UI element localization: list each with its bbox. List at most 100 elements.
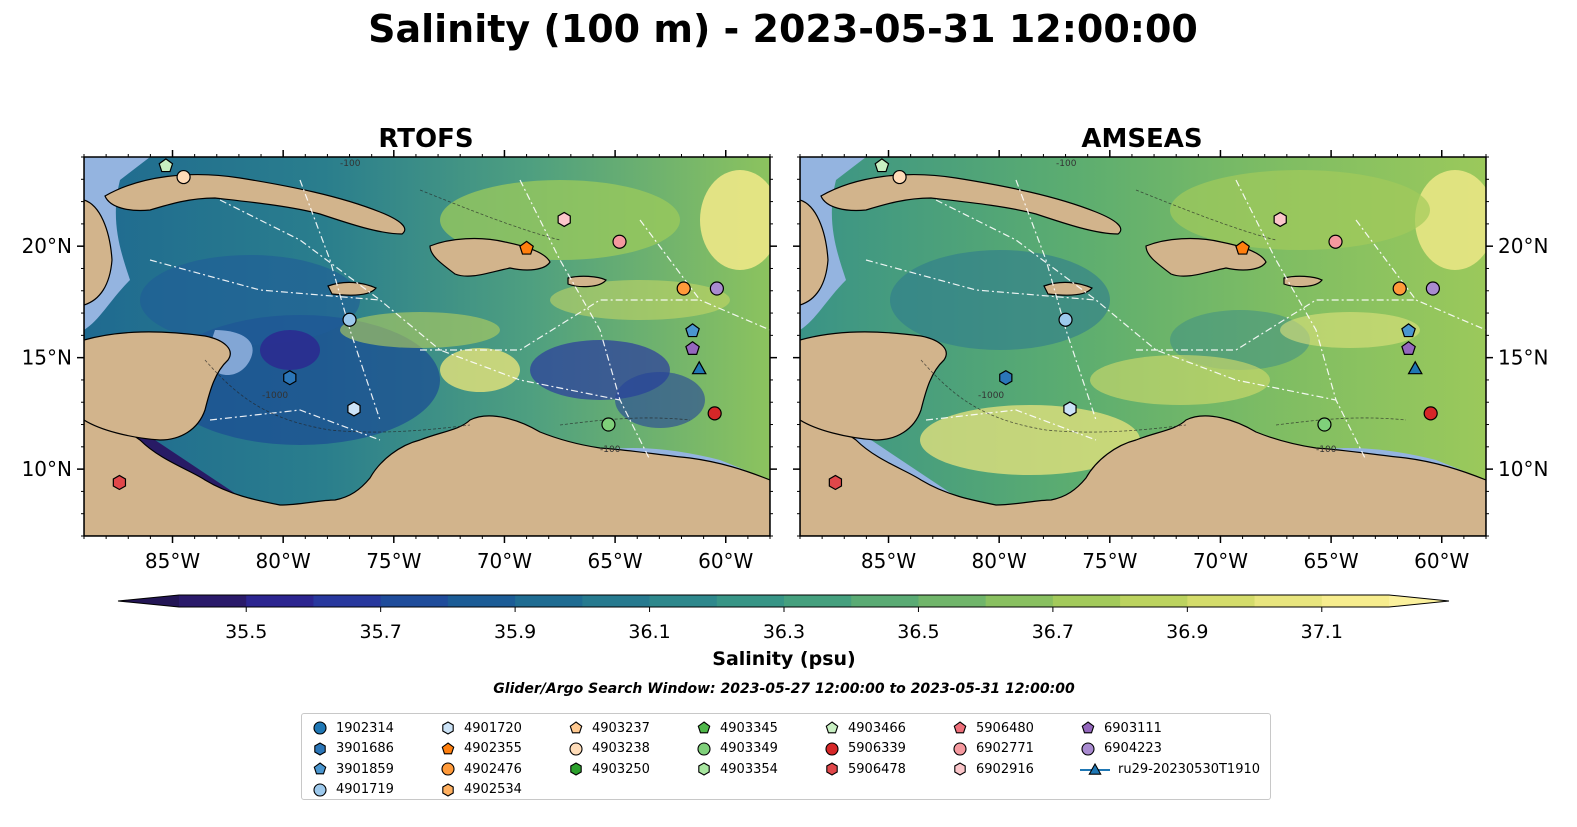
legend-item-6904223: 6904223 (1080, 739, 1260, 760)
x-tick-label: 70°W (1193, 549, 1248, 573)
amseas-fresh-pool (890, 250, 1110, 350)
y-tick-label: 15°N (1498, 346, 1548, 370)
float-marker-4903349 (601, 417, 616, 432)
colorbar-bin (1052, 595, 1121, 607)
colorbar: 35.5 35.7 35.9 36.1 36.3 36.5 36.7 36.9 37.1 (117, 594, 1450, 643)
pentagon-marker-icon (825, 721, 839, 734)
pentagon-marker-icon (569, 721, 583, 734)
float-marker-4901719 (342, 312, 357, 327)
triangle-line-marker-icon (1080, 763, 1110, 775)
colorbar-bin (179, 595, 247, 607)
legend-column: 5906480 6902771 6902916 (952, 718, 1034, 780)
float-marker-4903238 (892, 169, 907, 185)
x-tick-label: 75°W (366, 549, 421, 573)
float-marker-6903111 (1401, 340, 1416, 355)
x-tick-label: 65°W (587, 549, 642, 573)
amseas-salty-streak (1415, 170, 1486, 270)
legend-label: 6903111 (1104, 720, 1162, 736)
float-marker-3901859 (1401, 323, 1416, 338)
colorbar-bin (1187, 595, 1256, 607)
colorbar-bin (851, 595, 920, 607)
legend-label: 4903237 (592, 720, 650, 736)
y-tick-label: 20°N (1498, 234, 1548, 258)
rtofs-boundaries (149, 179, 770, 461)
hexagon-marker-icon (570, 762, 582, 776)
legend-item-ru29-20230530T1910: ru29-20230530T1910 (1080, 759, 1260, 780)
legend-item-4901719: 4901719 (312, 780, 394, 801)
x-tick-label: 85°W (145, 549, 200, 573)
legend-column: 4903345 4903349 4903354 (696, 718, 778, 780)
float-marker-4901719 (1058, 312, 1073, 327)
float-marker-4902355 (519, 240, 534, 255)
float-marker-6903111 (685, 340, 700, 355)
amseas-boundaries (865, 179, 1486, 461)
amseas-salty-streak (920, 405, 1140, 475)
legend-label: 4901720 (464, 720, 522, 736)
legend-item-4903349: 4903349 (696, 739, 778, 760)
legend-item-1902314: 1902314 (312, 718, 394, 739)
rtofs-fresh-pool (260, 330, 320, 370)
legend-item-3901859: 3901859 (312, 759, 394, 780)
amseas-frame (799, 156, 1487, 537)
circle-marker-icon (825, 742, 839, 756)
legend-item-4903250: 4903250 (568, 759, 650, 780)
float-marker-5906339 (1423, 406, 1438, 421)
float-marker-3901686 (283, 370, 297, 386)
x-tick-label: 80°W (256, 549, 311, 573)
search-window-caption: Glider/Argo Search Window: 2023-05-27 12… (493, 681, 1075, 697)
panel-title-amseas: AMSEAS (1081, 124, 1202, 154)
float-marker-6902916 (1273, 211, 1287, 228)
legend-column: 4901720 4902355 4902476 4902534 (440, 718, 522, 800)
colorbar-bin (1254, 595, 1323, 607)
colorbar-over-extend (1389, 595, 1449, 607)
float-marker-3901859 (685, 323, 700, 338)
hexagon-marker-icon (442, 783, 454, 797)
float-marker-4903466 (874, 158, 890, 173)
legend-label: 4903238 (592, 741, 650, 757)
colorbar-tick-label: 37.1 (1301, 621, 1343, 643)
rtofs-fresh-pool (140, 255, 360, 345)
float-marker-4902355 (1235, 240, 1250, 255)
amseas-map: -1000 -100 -100 (800, 157, 1486, 536)
legend-item-6902916: 6902916 (952, 759, 1034, 780)
colorbar-bin (582, 595, 651, 607)
legend-label: 4903349 (720, 741, 778, 757)
legend-label: 4902355 (464, 741, 522, 757)
legend-label: 6904223 (1104, 741, 1162, 757)
amseas-contour-labels: -1000 -100 -100 (978, 159, 1337, 455)
colorbar-bin (716, 595, 785, 607)
legend-item-5906478: 5906478 (824, 759, 906, 780)
legend-label: 1902314 (336, 720, 394, 736)
circle-marker-icon (569, 742, 583, 756)
legend-item-4903354: 4903354 (696, 759, 778, 780)
colorbar-bin (313, 595, 382, 607)
legend-column: 6903111 6904223 ru29-20230530T1910 (1080, 718, 1260, 780)
float-marker-5906339 (707, 406, 722, 421)
colorbar-tick-label: 36.3 (763, 621, 805, 643)
colorbar-bin (1120, 595, 1188, 607)
legend-label: 4903354 (720, 761, 778, 777)
legend-label: 4902534 (464, 782, 522, 798)
svg-text:-1000: -1000 (262, 391, 288, 401)
rtofs-map: -1000 -100 -100 (84, 157, 770, 536)
legend: 1902314 3901686 3901859 4901719 4901720 49023… (301, 713, 1271, 800)
colorbar-tick-label: 35.9 (494, 621, 536, 643)
rtofs-axes: 85°W 80°W 75°W 70°W 65°W 60°W 10°N 15°N 20°N (22, 150, 777, 573)
amseas-contours (920, 189, 1407, 433)
rtofs-frame (83, 156, 771, 537)
x-tick-label: 65°W (1303, 549, 1358, 573)
legend-item-4903345: 4903345 (696, 718, 778, 739)
colorbar-tick-label: 35.5 (225, 621, 267, 643)
amseas-salty-streak (1280, 312, 1420, 348)
legend-label: 5906478 (848, 761, 906, 777)
x-tick-label: 60°W (698, 549, 753, 573)
colorbar-tick-label: 36.1 (628, 621, 670, 643)
rtofs-salty-streak (440, 348, 520, 392)
svg-text:-100: -100 (1316, 445, 1337, 455)
x-tick-label: 75°W (1082, 549, 1137, 573)
colorbar-outline (117, 594, 1450, 608)
float-marker-6902771 (612, 234, 627, 249)
float-marker-4903466 (158, 158, 174, 173)
hexagon-marker-icon (442, 721, 454, 735)
